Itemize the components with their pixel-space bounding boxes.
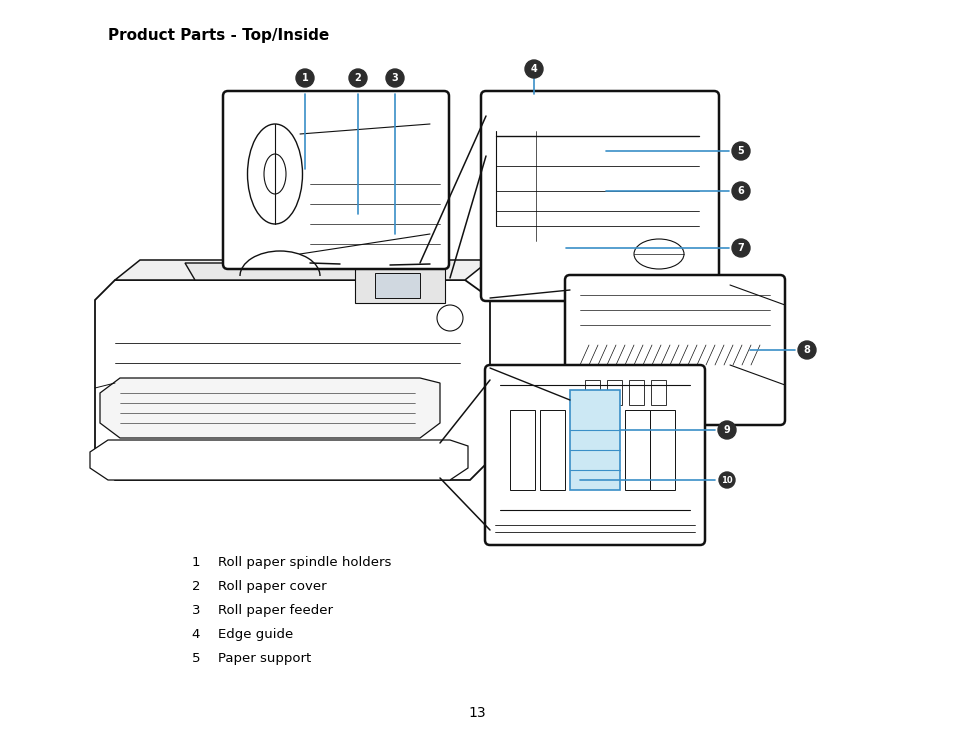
Text: 13: 13	[468, 706, 485, 720]
Text: 10: 10	[720, 475, 732, 485]
Circle shape	[731, 239, 749, 257]
Text: 7: 7	[737, 243, 743, 253]
Text: 8: 8	[802, 345, 810, 355]
Circle shape	[731, 182, 749, 200]
Bar	[510, 410, 535, 490]
Text: Edge guide: Edge guide	[218, 628, 293, 641]
Text: 1: 1	[192, 556, 200, 569]
Text: 4: 4	[192, 628, 200, 641]
Polygon shape	[100, 378, 439, 438]
Polygon shape	[185, 263, 395, 280]
Text: 4: 4	[530, 64, 537, 74]
Circle shape	[731, 142, 749, 160]
Bar	[584, 380, 599, 405]
Text: 3: 3	[392, 73, 398, 83]
Bar	[539, 410, 564, 490]
Text: 9: 9	[723, 425, 730, 435]
Text: Roll paper feeder: Roll paper feeder	[218, 604, 333, 617]
Text: 5: 5	[192, 652, 200, 665]
Text: Product Parts - Top/Inside: Product Parts - Top/Inside	[108, 28, 329, 43]
Text: Paper support: Paper support	[218, 652, 311, 665]
Circle shape	[718, 421, 735, 439]
Bar	[650, 380, 665, 405]
Bar	[569, 390, 619, 490]
Text: 2: 2	[192, 580, 200, 593]
Polygon shape	[95, 280, 490, 480]
Text: Roll paper cover: Roll paper cover	[218, 580, 326, 593]
FancyBboxPatch shape	[484, 365, 704, 545]
Text: 1: 1	[301, 73, 308, 83]
Ellipse shape	[634, 239, 683, 269]
Text: 5: 5	[737, 146, 743, 156]
Text: 3: 3	[192, 604, 200, 617]
Text: Roll paper spindle holders: Roll paper spindle holders	[218, 556, 391, 569]
Polygon shape	[90, 440, 468, 480]
Polygon shape	[115, 260, 490, 280]
Circle shape	[719, 472, 734, 488]
Text: 2: 2	[355, 73, 361, 83]
Circle shape	[386, 69, 403, 87]
Circle shape	[797, 341, 815, 359]
Circle shape	[349, 69, 367, 87]
Bar	[624, 410, 649, 490]
Bar	[628, 380, 643, 405]
Bar	[649, 410, 675, 490]
Text: 6: 6	[737, 186, 743, 196]
Bar	[355, 268, 444, 303]
Circle shape	[436, 305, 462, 331]
FancyBboxPatch shape	[564, 275, 784, 425]
Bar	[606, 380, 621, 405]
Bar	[375, 273, 419, 298]
FancyBboxPatch shape	[480, 91, 719, 301]
Circle shape	[524, 60, 542, 78]
Circle shape	[295, 69, 314, 87]
FancyBboxPatch shape	[223, 91, 449, 269]
